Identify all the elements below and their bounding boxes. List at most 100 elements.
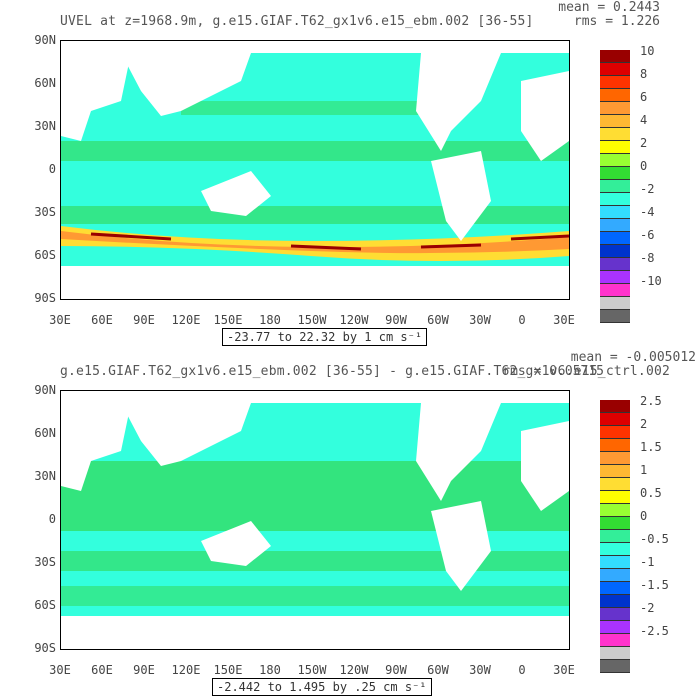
x-label: 30E — [553, 663, 575, 677]
x-label: 120W — [339, 313, 369, 327]
north-america-land — [416, 53, 501, 151]
colorbar-swatch — [600, 426, 630, 439]
colorbar-label: 10 — [640, 44, 655, 58]
colorbar-label: 6 — [640, 90, 648, 104]
x-label: 60W — [427, 663, 449, 677]
colorbar-label: -2 — [640, 601, 655, 615]
colorbar-label: 2 — [640, 136, 648, 150]
colorbar-swatch — [600, 465, 630, 478]
colorbar-swatch — [600, 595, 630, 608]
southern-band — [61, 206, 569, 224]
x-label: 30W — [469, 663, 491, 677]
y-label: 90N — [34, 33, 56, 47]
colorbar-label: -6 — [640, 228, 655, 242]
africa-europe-land — [61, 53, 131, 141]
y-label: 60S — [34, 598, 56, 612]
y-label: 90S — [34, 291, 56, 305]
acc-jets — [90, 232, 569, 251]
x-label: 60E — [91, 313, 113, 327]
bottom-panel-mean: mean = -0.005012 — [570, 350, 696, 365]
x-label: 90E — [133, 663, 155, 677]
x-label: 0 — [518, 663, 526, 677]
x-label: 60E — [91, 663, 113, 677]
colorbar-swatch — [600, 634, 630, 647]
antarctica-land — [61, 616, 569, 649]
colorbar-swatch — [600, 452, 630, 465]
colorbar-label: 1.5 — [640, 440, 662, 454]
colorbar-swatch — [600, 517, 630, 530]
north-america-land — [416, 403, 501, 501]
colorbar-swatch — [600, 504, 630, 517]
x-label: 90W — [385, 313, 407, 327]
australia-land — [201, 171, 271, 216]
colorbar-swatch — [600, 128, 630, 141]
bottom-map-svg — [61, 391, 569, 649]
colorbar-label: 8 — [640, 67, 648, 81]
y-label: 60N — [34, 426, 56, 440]
colorbar-swatch — [600, 50, 630, 63]
x-label: 180 — [259, 663, 281, 677]
colorbar-swatch — [600, 543, 630, 556]
bottom-map-plot — [60, 390, 570, 650]
x-label: 150E — [213, 313, 243, 327]
x-label: 180 — [259, 313, 281, 327]
colorbar-swatch — [600, 284, 630, 297]
colorbar-swatch — [600, 167, 630, 180]
colorbar-label: 1 — [640, 463, 648, 477]
colorbar-swatch — [600, 258, 630, 271]
colorbar-swatch — [600, 439, 630, 452]
x-label: 30E — [49, 663, 71, 677]
australia-land — [201, 521, 271, 566]
top-panel-rms: rms = 1.226 — [573, 14, 660, 29]
x-label: 60W — [427, 313, 449, 327]
x-label: 30E — [49, 313, 71, 327]
bottom-panel-title: g.e15.GIAF.T62_gx1v6.e15_ebm.002 [36-55]… — [60, 364, 671, 379]
asia-land — [121, 403, 251, 466]
south-america-land — [431, 151, 491, 241]
colorbar-label: 2.5 — [640, 394, 662, 408]
x-label: 120W — [339, 663, 369, 677]
asia-land — [121, 53, 251, 116]
y-label: 0 — [48, 512, 56, 526]
y-label: 0 — [48, 162, 56, 176]
colorbar-swatch — [600, 76, 630, 89]
y-label: 90S — [34, 641, 56, 655]
y-label: 60N — [34, 76, 56, 90]
top-map-plot — [60, 40, 570, 300]
pacific-band — [181, 101, 421, 115]
bottom-panel: g.e15.GIAF.T62_gx1v6.e15_ebm.002 [36-55]… — [0, 350, 700, 700]
colorbar-swatch — [600, 271, 630, 284]
tropical-band — [61, 461, 569, 531]
colorbar-swatch — [600, 154, 630, 167]
arctic-land — [61, 391, 569, 403]
colorbar-swatch — [600, 556, 630, 569]
colorbar-label: -4 — [640, 205, 655, 219]
africa-europe-land — [61, 403, 131, 491]
bottom-range-box: -2.442 to 1.495 by .25 cm s⁻¹ — [212, 678, 432, 696]
colorbar-label: -2 — [640, 182, 655, 196]
europe-africa-right-land — [521, 71, 569, 161]
top-colorbar — [600, 50, 630, 323]
colorbar-label: -10 — [640, 274, 662, 288]
colorbar-label: 2 — [640, 417, 648, 431]
arctic-land — [61, 41, 569, 53]
bottom-colorbar — [600, 400, 630, 673]
colorbar-swatch — [600, 115, 630, 128]
colorbar-label: -1 — [640, 555, 655, 569]
southern-band — [61, 551, 569, 571]
colorbar-swatch — [600, 89, 630, 102]
colorbar-label: 0 — [640, 509, 648, 523]
x-label: 90W — [385, 663, 407, 677]
colorbar-label: -1.5 — [640, 578, 669, 592]
x-label: 90E — [133, 313, 155, 327]
colorbar-label: -2.5 — [640, 624, 669, 638]
colorbar-swatch — [600, 491, 630, 504]
colorbar-swatch — [600, 608, 630, 621]
y-label: 30N — [34, 469, 56, 483]
colorbar-label: -0.5 — [640, 532, 669, 546]
colorbar-swatch — [600, 660, 630, 673]
top-map-svg — [61, 41, 569, 299]
y-label: 30S — [34, 555, 56, 569]
x-label: 150W — [297, 663, 327, 677]
top-panel-mean: mean = 0.2443 — [558, 0, 660, 15]
